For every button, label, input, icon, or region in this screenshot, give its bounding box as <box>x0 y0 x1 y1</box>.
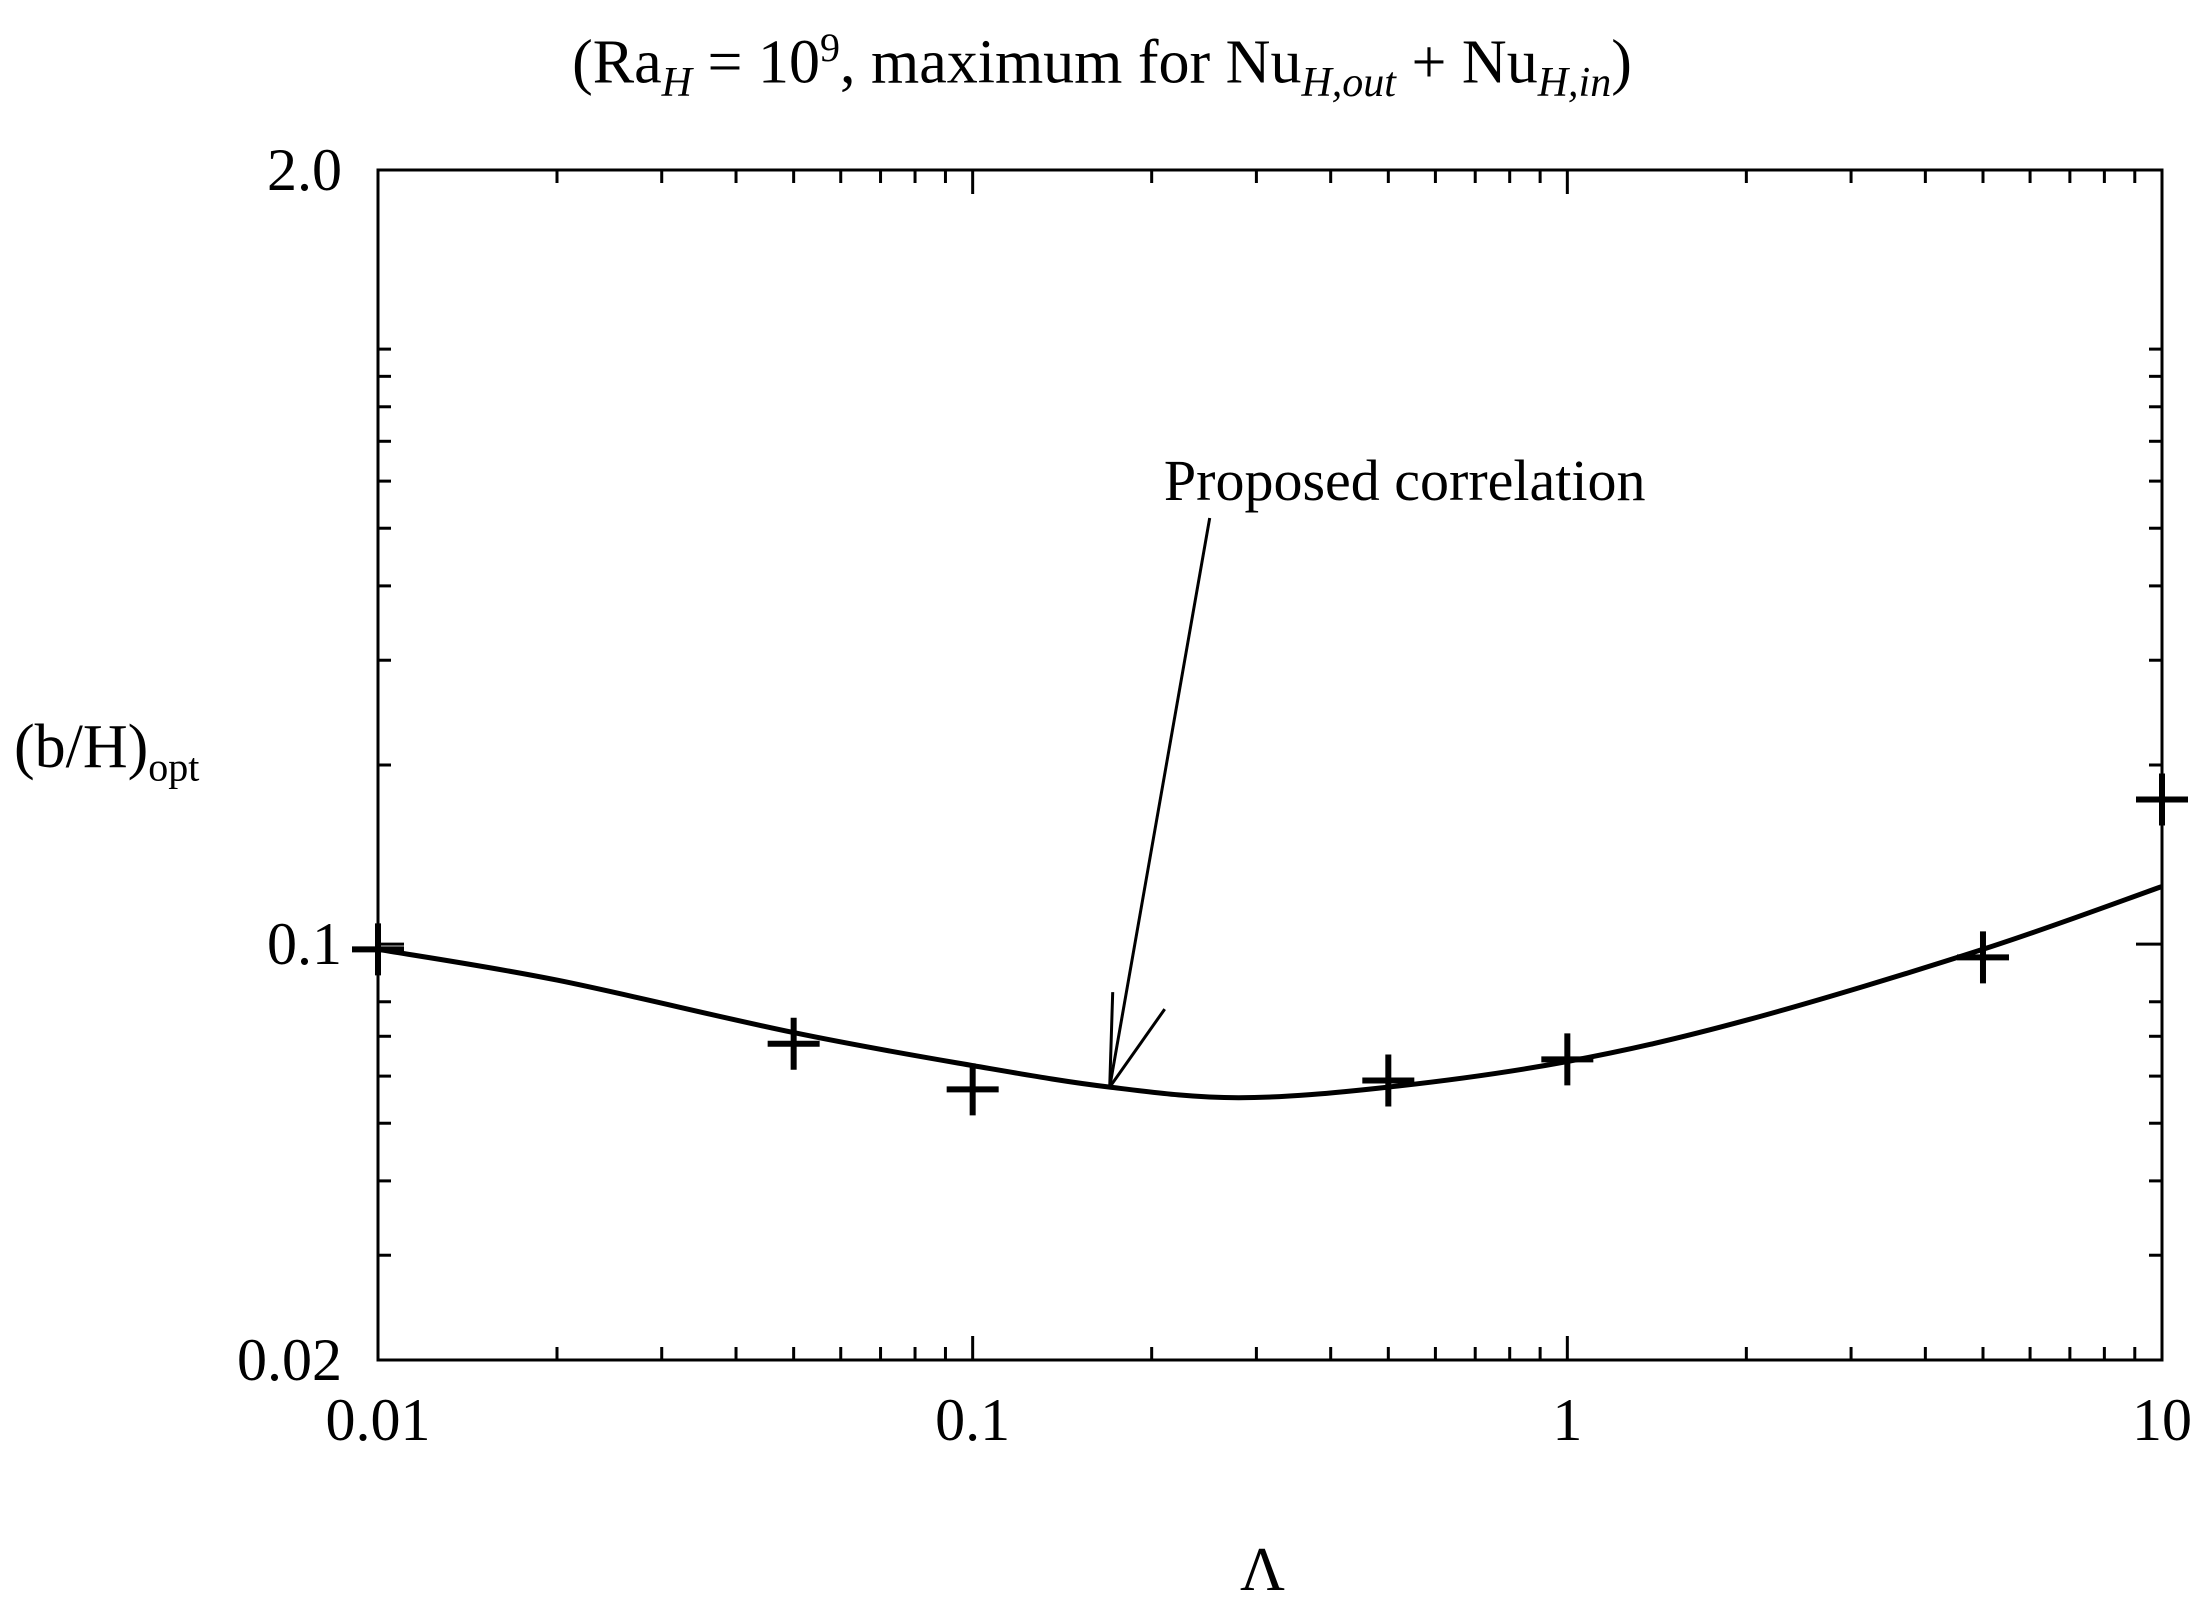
proposed-correlation-line <box>377 884 2163 1101</box>
plot-frame <box>376 168 2164 1362</box>
annotation-arrowhead-right <box>1108 1008 1166 1088</box>
title-prefix: (Ra <box>572 28 662 97</box>
x-tick-label: 10 <box>2132 1387 2192 1453</box>
title-sub-3: H,in <box>1537 60 1612 107</box>
y-tick-label: 0.1 <box>267 911 342 977</box>
title-suffix: ) <box>1611 28 1632 97</box>
x-tick-label: 0.1 <box>935 1387 1010 1453</box>
title-mid-2: , maximum for Nu <box>839 28 1302 97</box>
y-axis-label-sub: opt <box>148 744 200 790</box>
y-axis-label-main: (b/H) <box>14 713 149 781</box>
annotation: Proposed correlation <box>1108 448 1646 1088</box>
title-mid-1: = 10 <box>692 28 820 97</box>
y-tick-label: 2.0 <box>267 137 342 203</box>
data-point-marker <box>1956 931 2009 984</box>
data-markers <box>352 773 2188 1116</box>
data-point-marker <box>767 1017 820 1070</box>
title-sub-1: H <box>661 60 692 107</box>
x-axis-label: Λ <box>1240 1536 1285 1604</box>
annotation-label: Proposed correlation <box>1164 448 1646 513</box>
tick-labels: 0.01 0.1 1 10 0.02 0.1 2.0 <box>237 137 2192 1453</box>
y-tick-label: 0.02 <box>237 1327 342 1393</box>
data-point-marker <box>946 1063 999 1116</box>
title-sub-2: H,out <box>1301 60 1396 107</box>
data-point-marker <box>1541 1033 1594 1086</box>
x-tick-label: 0.01 <box>326 1387 431 1453</box>
annotation-arrow-shaft <box>1108 517 1212 1088</box>
chart-title: (RaH = 109, maximum for NuH,out + NuH,in… <box>0 25 2204 107</box>
title-mid-3: + Nu <box>1395 28 1538 97</box>
x-tick-label: 1 <box>1552 1387 1582 1453</box>
annotation-arrowhead-left <box>1108 992 1115 1088</box>
y-axis-label: (b/H)opt <box>14 712 199 790</box>
title-exponent: 9 <box>819 25 840 70</box>
axis-ticks <box>376 168 2164 1362</box>
data-point-marker <box>1362 1054 1415 1107</box>
